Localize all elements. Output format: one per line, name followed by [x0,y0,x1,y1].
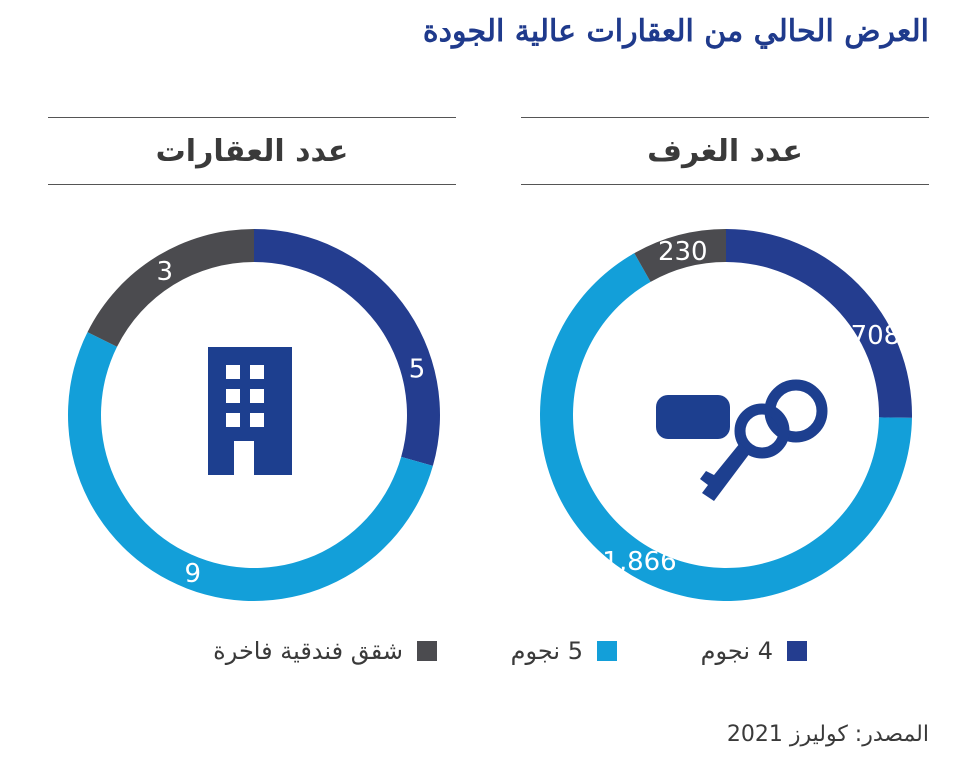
hotel-apartments-value-label: 3 [156,257,173,287]
key-icon [656,379,828,501]
hotel-apartments-segment [634,229,726,282]
four-star-segment [254,229,441,466]
hotel-apartments-label: شقق فندقية فاخرة [213,637,403,665]
hotel-apartments-segment [87,229,254,347]
four-star-label: 4 نجوم [700,637,773,665]
five-star-swatch [597,641,617,661]
four-star-swatch [787,641,807,661]
hotel-apartments-swatch [417,641,437,661]
four-star-segment [726,229,912,418]
properties-chart-title: عدد العقارات [48,117,456,185]
hotel-apartments-value-label: 230 [658,237,708,267]
page-title: العرض الحالي من العقارات عالية الجودة [422,14,929,49]
four-star-value-label: 5 [409,355,426,385]
legend-item-hotel-apartments: شقق فندقية فاخرة [213,636,437,666]
legend-item-five-star: 5 نجوم [511,636,617,666]
source-note: المصدر: كوليرز 2021 [726,722,929,747]
five-star-value-label: 9 [184,559,201,589]
five-star-segment [68,332,433,601]
rooms-chart-title: عدد الغرف [521,117,929,185]
rooms-donut-chart: 708 1,866 230 [540,229,912,601]
legend-item-four-star: 4 نجوم [701,636,807,666]
five-star-value-label: 1,866 [602,547,676,577]
building-icon [208,347,292,475]
five-star-label: 5 نجوم [510,637,583,665]
properties-donut-chart: 5 9 3 [68,229,441,601]
four-star-value-label: 708 [851,321,901,351]
